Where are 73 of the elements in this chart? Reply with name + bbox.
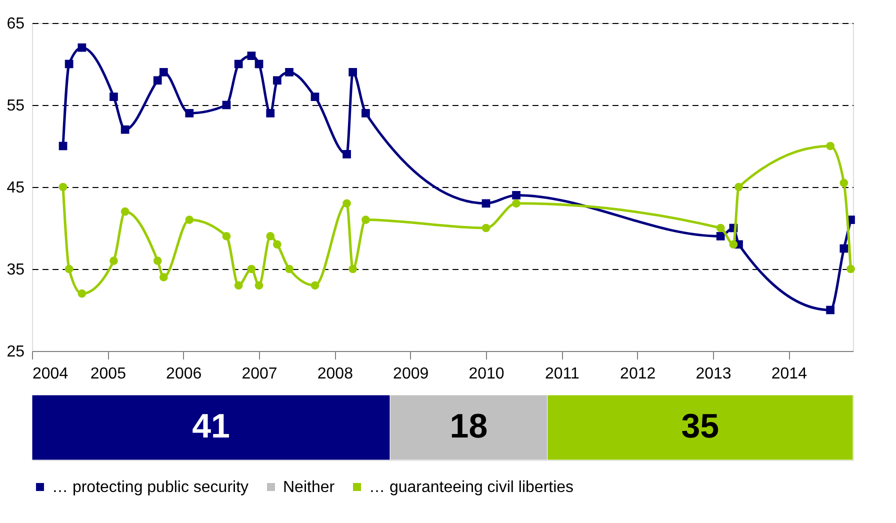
point: [512, 191, 520, 200]
point: [482, 199, 490, 208]
x-tick-label: 2008: [317, 366, 354, 382]
point: [58, 142, 68, 150]
point: [266, 232, 275, 240]
point: [342, 150, 351, 158]
point: [285, 68, 294, 76]
y-tick-label: 65: [6, 16, 25, 32]
point: [153, 76, 162, 85]
data-label: 41: [192, 408, 230, 446]
point: [78, 289, 86, 298]
x-tick-label: 2010: [468, 366, 504, 382]
point: [348, 264, 358, 274]
y-tick-label: 55: [6, 98, 25, 114]
point: [482, 224, 490, 232]
point: [512, 199, 520, 208]
x-tick-label: 2006: [166, 366, 202, 382]
point: [826, 142, 834, 150]
point: [272, 240, 282, 249]
y-tick-label: 35: [6, 262, 25, 278]
x-tick-label: 2009: [393, 366, 429, 382]
point: [120, 125, 130, 134]
point: [64, 264, 74, 274]
point: [348, 68, 358, 76]
point: [247, 52, 256, 60]
legend-label: Neither: [283, 479, 336, 496]
point: [716, 232, 725, 240]
point: [234, 281, 243, 290]
point: [185, 109, 194, 118]
point: [729, 240, 738, 249]
x-tick-label: 2014: [771, 366, 808, 382]
point: [78, 43, 86, 52]
point: [362, 109, 370, 118]
data-label: 18: [450, 408, 488, 446]
y-tick-label: 45: [6, 180, 25, 196]
point: [234, 60, 243, 68]
point: [840, 244, 848, 253]
point: [826, 306, 834, 314]
x-tick-label: 2005: [90, 366, 126, 382]
point: [254, 281, 264, 290]
point: [734, 182, 743, 192]
x-tick-label: 2013: [696, 366, 732, 382]
point: [58, 182, 68, 192]
point: [342, 199, 351, 208]
point: [247, 264, 256, 274]
point: [716, 224, 725, 232]
point: [266, 109, 275, 118]
point: [840, 178, 848, 188]
point: [362, 216, 370, 224]
point: [64, 60, 74, 68]
y-tick-label: 25: [6, 344, 25, 360]
data-label: 35: [681, 408, 720, 446]
point: [153, 256, 162, 265]
point: [310, 281, 320, 290]
x-tick-label: 2012: [620, 366, 656, 382]
x-tick-label: 2007: [242, 366, 278, 382]
point: [310, 92, 320, 101]
point: [159, 68, 168, 76]
point: [159, 273, 168, 282]
point: [272, 76, 282, 85]
point: [846, 264, 855, 274]
x-tick-label: 2004: [32, 366, 68, 382]
point: [185, 216, 194, 224]
point: [222, 100, 231, 110]
point: [285, 264, 294, 274]
point: [222, 232, 231, 240]
point: [254, 60, 264, 68]
x-tick-label: 2011: [544, 366, 580, 382]
legend-label: … protecting public security: [52, 479, 249, 496]
point: [110, 256, 118, 265]
point: [110, 92, 118, 101]
point: [120, 207, 130, 216]
legend-label: … guaranteeing civil liberties: [369, 479, 574, 496]
